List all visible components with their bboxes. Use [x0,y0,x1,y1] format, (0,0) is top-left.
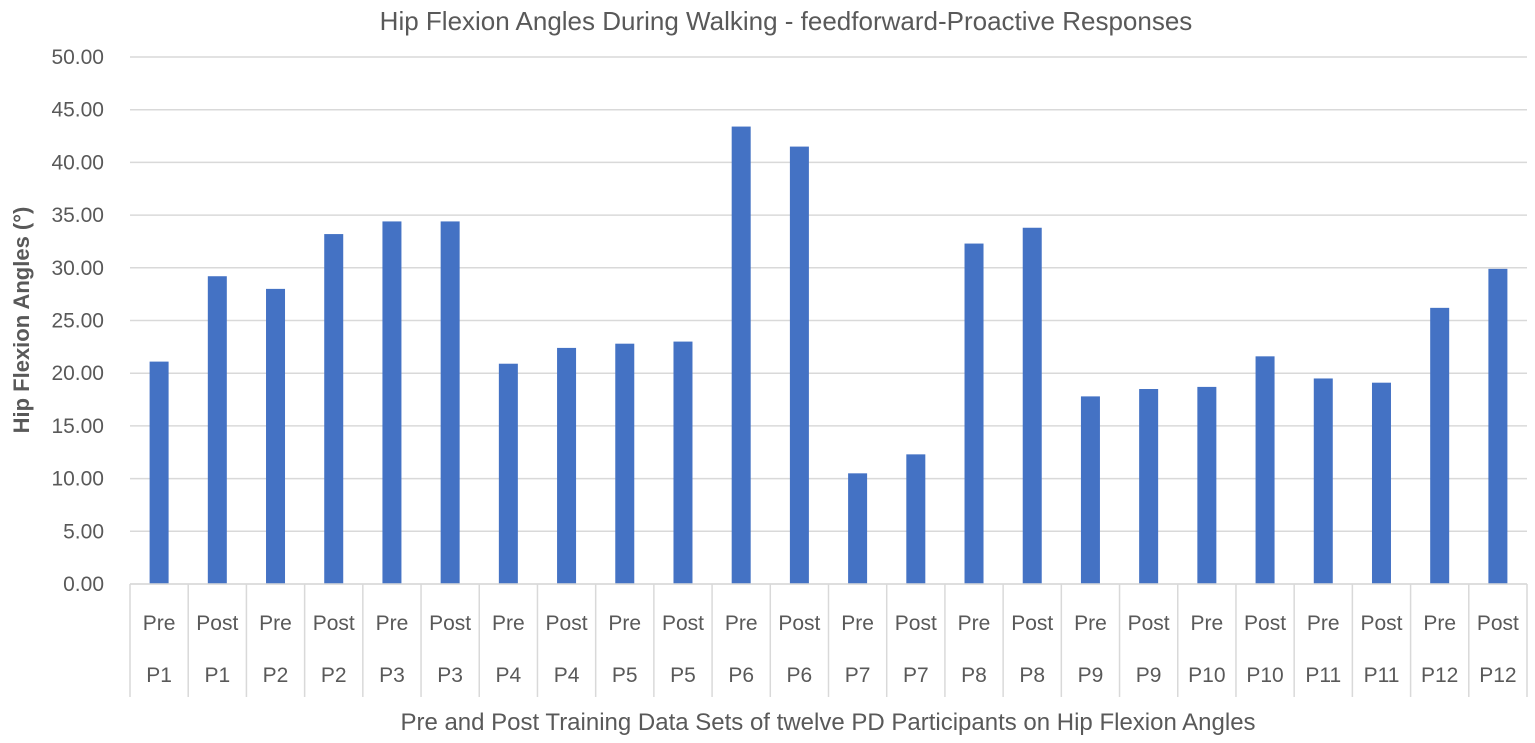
category-phase-label: Post [313,612,355,635]
category-participant-label: P9 [1078,664,1104,687]
category-participant-label: P2 [263,664,289,687]
category-phase-label: Pre [1191,612,1224,635]
gridlines [130,56,1527,585]
bar [557,347,577,584]
category-participant-label: P12 [1421,664,1458,687]
y-axis-label: Hip Flexion Angles (°) [9,207,34,434]
y-tick-label: 10.00 [51,468,104,491]
category-participant-label: P1 [204,664,230,687]
bar [615,343,635,584]
category-phase-label: Post [1244,612,1286,635]
chart-title: Hip Flexion Angles During Walking - feed… [380,6,1193,36]
category-participant-label: P3 [379,664,405,687]
bar [1255,356,1275,584]
bar [149,361,169,584]
category-participant-label: P1 [146,664,172,687]
category-phase-label: Post [546,612,588,635]
bar [207,276,227,584]
category-participant-label: P11 [1305,664,1341,687]
category-phase-label: Pre [143,612,176,635]
bar [382,221,402,584]
category-participant-label: P5 [612,664,638,687]
category-participant-label: P10 [1188,664,1225,687]
category-phase-label: Post [196,612,238,635]
bar [1313,378,1333,584]
bar [906,454,926,584]
bar [789,146,809,584]
y-tick-label: 35.00 [51,204,104,227]
category-participant-label: P8 [1019,664,1045,687]
bar [1139,389,1159,584]
category-participant-label: P3 [437,664,463,687]
category-phase-label: Pre [1307,612,1340,635]
y-tick-label: 25.00 [51,310,104,333]
y-tick-label: 0.00 [63,573,104,596]
category-phase-label: Pre [492,612,525,635]
category-phase-label: Pre [259,612,292,635]
category-phase-label: Post [1011,612,1053,635]
category-participant-label: P11 [1364,664,1400,687]
category-participant-label: P7 [845,664,871,687]
category-participant-label: P4 [496,664,522,687]
y-tick-label: 50.00 [51,46,104,69]
category-participant-label: P7 [903,664,929,687]
bar [964,243,984,585]
category-phase-label: Pre [725,612,758,635]
category-phase-label: Post [1360,612,1402,635]
category-participant-label: P12 [1479,664,1516,687]
y-tick-label: 5.00 [63,520,104,543]
category-participant-label: P2 [321,664,347,687]
bar [1371,382,1391,584]
bar [1488,268,1508,584]
bar [731,126,751,585]
category-axis: Pre P1 Post P1 Pre P2 Post P2 Pre P3 Post P3 Pre P4 Po… [129,583,1528,697]
category-phase-label: Post [1477,612,1519,635]
bar [1080,396,1100,584]
category-phase-label: Pre [958,612,991,635]
category-phase-label: Post [1128,612,1170,635]
bar [498,363,518,584]
y-tick-label: 15.00 [51,415,104,438]
category-participant-label: P10 [1246,664,1283,687]
category-phase-label: Pre [1074,612,1107,635]
category-phase-label: Post [895,612,937,635]
bar [1022,227,1042,585]
category-phase-label: Pre [608,612,641,635]
category-phase-label: Pre [1423,612,1456,635]
bar [1197,386,1217,584]
category-phase-label: Post [662,612,704,635]
category-participant-label: P6 [787,664,813,687]
category-participant-label: P4 [554,664,580,687]
y-tick-label: 30.00 [51,257,104,280]
category-phase-label: Post [429,612,471,635]
y-tick-labels: 0.00 5.00 10.00 15.00 20.00 25.00 30.00 35.00 40… [51,46,104,596]
category-phase-label: Post [778,612,820,635]
category-participant-label: P9 [1136,664,1162,687]
category-phase-label: Pre [376,612,409,635]
bar [848,473,868,584]
bar [266,288,286,584]
category-participant-label: P8 [961,664,987,687]
bar [673,341,693,584]
category-phase-label: Pre [841,612,874,635]
y-tick-label: 40.00 [51,151,104,174]
y-tick-label: 45.00 [51,99,104,122]
category-participant-label: P5 [670,664,696,687]
bar [440,221,460,584]
bar [1430,307,1450,584]
bars [149,126,1508,585]
category-participant-label: P6 [728,664,754,687]
y-tick-label: 20.00 [51,362,104,385]
bar [324,234,344,584]
x-axis-label: Pre and Post Training Data Sets of twelv… [400,709,1255,736]
